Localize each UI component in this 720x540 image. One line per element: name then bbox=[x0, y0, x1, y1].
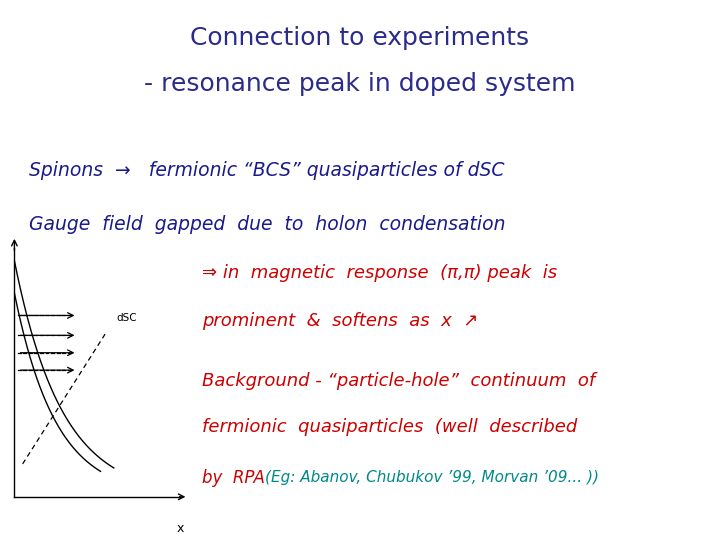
Text: x: x bbox=[176, 522, 184, 535]
Text: Background - “particle-hole”  continuum  of: Background - “particle-hole” continuum o… bbox=[202, 372, 595, 390]
Text: ⇒ in  magnetic  response  (π,π) peak  is: ⇒ in magnetic response (π,π) peak is bbox=[202, 264, 557, 282]
Text: dSC: dSC bbox=[117, 313, 138, 323]
Text: prominent  &  softens  as  x  ↗: prominent & softens as x ↗ bbox=[202, 312, 478, 330]
Text: Gauge  field  gapped  due  to  holon  condensation: Gauge field gapped due to holon condensa… bbox=[29, 214, 505, 234]
Text: by  RPA: by RPA bbox=[202, 469, 275, 487]
Text: (Eg: Abanov, Chubukov ’99, Morvan ’09... )): (Eg: Abanov, Chubukov ’99, Morvan ’09...… bbox=[265, 470, 599, 485]
Text: - resonance peak in doped system: - resonance peak in doped system bbox=[144, 72, 576, 96]
Text: Spinons  →   fermionic “BCS” quasiparticles of dSC: Spinons → fermionic “BCS” quasiparticles… bbox=[29, 160, 504, 180]
Text: fermionic  quasiparticles  (well  described: fermionic quasiparticles (well described bbox=[202, 417, 577, 436]
Text: Connection to experiments: Connection to experiments bbox=[190, 26, 530, 50]
